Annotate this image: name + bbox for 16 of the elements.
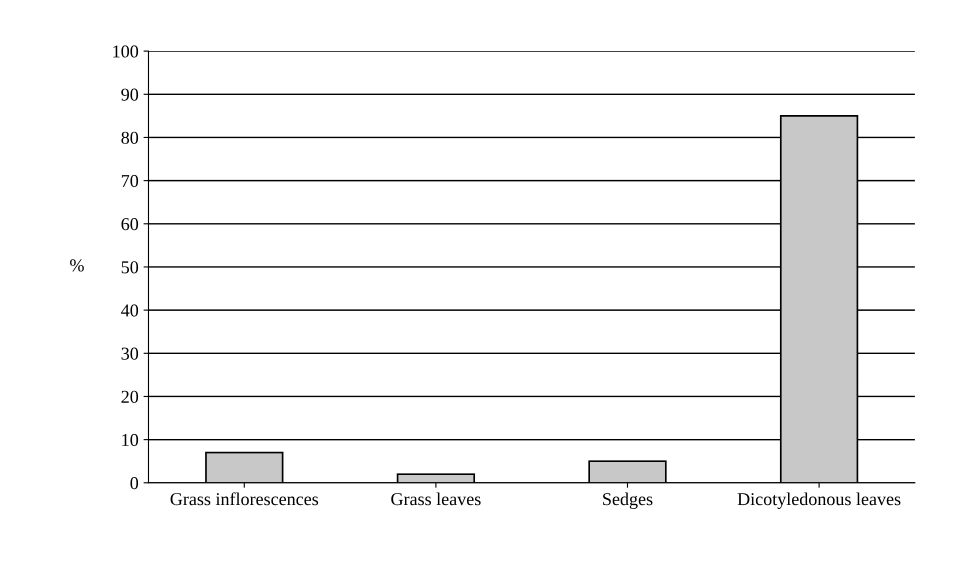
y-tick-label: 30 bbox=[122, 348, 138, 360]
x-tick-label: Grass leaves bbox=[391, 492, 481, 506]
y-tick-label: 90 bbox=[121, 88, 138, 101]
y-tick-label: 80 bbox=[121, 132, 138, 144]
y-tick-label: 10 bbox=[122, 434, 138, 446]
x-tick-label: Grass inflorescences bbox=[170, 492, 318, 506]
y-tick-label: 50 bbox=[122, 261, 138, 274]
y-tick-label: 0 bbox=[130, 477, 138, 490]
y-axis-title: % bbox=[70, 259, 84, 272]
x-tick-label: Sedges bbox=[603, 492, 652, 509]
y-tick-label: 100 bbox=[113, 45, 138, 58]
y-tick-label: 60 bbox=[121, 218, 138, 230]
x-tick-label: Dicotyledonous leaves bbox=[738, 492, 900, 509]
y-tick-label: 70 bbox=[122, 174, 138, 188]
y-tick-label: 20 bbox=[122, 390, 138, 403]
y-tick-label: 40 bbox=[121, 304, 138, 317]
